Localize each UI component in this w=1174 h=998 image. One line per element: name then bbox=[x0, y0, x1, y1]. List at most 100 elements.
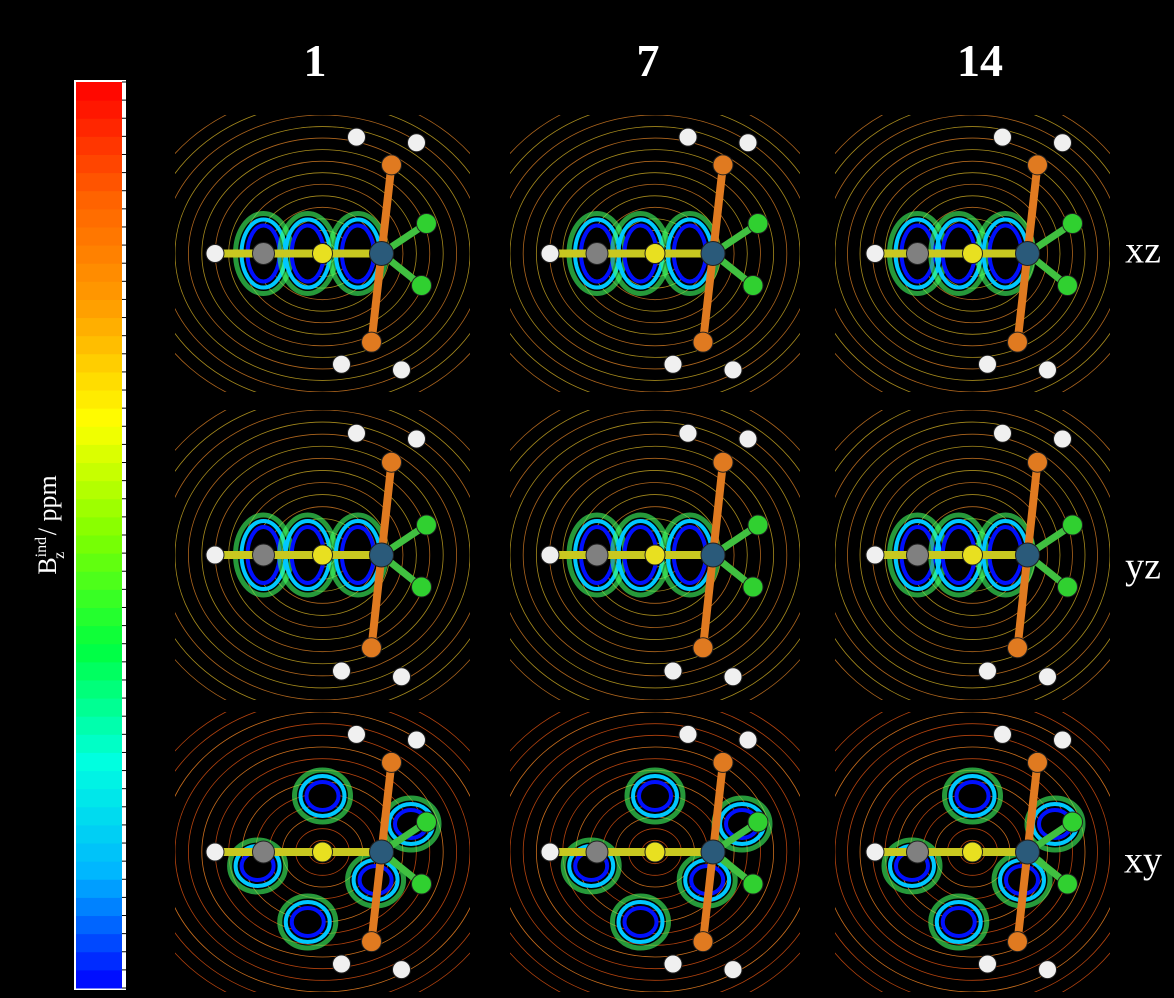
colorbar-tick-label: -18 bbox=[127, 583, 144, 595]
atom bbox=[1016, 543, 1040, 567]
colorbar-band bbox=[76, 897, 122, 916]
colorbar-tick-label: 4 bbox=[127, 185, 134, 197]
atom bbox=[370, 242, 394, 266]
colorbar-tick-label: -36 bbox=[127, 910, 144, 922]
atom bbox=[541, 546, 559, 564]
colorbar-tick-label: -8 bbox=[127, 402, 137, 414]
atom bbox=[333, 662, 351, 680]
colorbar-tick-label: -19 bbox=[127, 602, 144, 614]
colorbar-tick-label: 2 bbox=[127, 221, 133, 233]
colorbar-band bbox=[76, 444, 122, 463]
colorbar-tick-label: -23 bbox=[127, 674, 144, 686]
atom bbox=[408, 134, 426, 152]
atom bbox=[370, 543, 394, 567]
colorbar-band bbox=[76, 354, 122, 373]
colorbar-band bbox=[76, 752, 122, 771]
atom bbox=[1039, 668, 1057, 686]
atom bbox=[370, 840, 394, 864]
atom bbox=[382, 452, 402, 472]
colorbar-band bbox=[76, 118, 122, 137]
row-label: xy bbox=[1124, 840, 1162, 882]
colorbar-tick-label: -39 bbox=[127, 964, 144, 976]
colorbar-tick-label: -2 bbox=[127, 293, 137, 305]
atom bbox=[1054, 731, 1072, 749]
colorbar-band bbox=[76, 879, 122, 898]
colorbar-tick-label: -26 bbox=[127, 728, 144, 740]
atom bbox=[348, 128, 366, 146]
atom bbox=[412, 276, 432, 296]
colorbar-tick-label: -4 bbox=[127, 330, 138, 342]
row-label: yz bbox=[1125, 546, 1161, 588]
colorbar-band bbox=[76, 154, 122, 173]
colorbar-band bbox=[76, 82, 122, 101]
colorbar-tick-label: 3 bbox=[127, 203, 133, 215]
field-blob bbox=[625, 908, 657, 936]
field-blob bbox=[943, 908, 975, 936]
atom bbox=[253, 544, 275, 566]
atom bbox=[743, 577, 763, 597]
colorbar-tick-label: -35 bbox=[127, 891, 144, 903]
atom bbox=[743, 276, 763, 296]
colorbar-tick-label: 9 bbox=[127, 94, 133, 106]
colorbar-tick-label: -13 bbox=[127, 493, 144, 505]
colorbar-band bbox=[76, 100, 122, 119]
colorbar-tick-label: -10 bbox=[127, 438, 144, 450]
atom bbox=[645, 842, 665, 862]
atom bbox=[724, 361, 742, 379]
atom bbox=[412, 577, 432, 597]
atom bbox=[693, 932, 713, 952]
atom bbox=[1039, 961, 1057, 979]
atom bbox=[693, 638, 713, 658]
colorbar-tick-label: -12 bbox=[127, 475, 144, 487]
atom bbox=[362, 638, 382, 658]
figure: 109876543210-1-2-3-4-5-6-7-8-9-10-11-12-… bbox=[0, 0, 1174, 998]
colorbar-band bbox=[76, 952, 122, 971]
atom bbox=[713, 452, 733, 472]
atom bbox=[994, 424, 1012, 442]
colorbar-band bbox=[76, 644, 122, 663]
colorbar-tick-label: -32 bbox=[127, 837, 144, 849]
atom bbox=[963, 545, 983, 565]
colorbar-tick-label: -14 bbox=[127, 511, 144, 523]
atom bbox=[417, 812, 437, 832]
colorbar-tick-label: -3 bbox=[127, 312, 137, 324]
colorbar-band bbox=[76, 807, 122, 826]
atom bbox=[739, 134, 757, 152]
label-sub: z bbox=[51, 552, 68, 559]
colorbar-tick-label: -1 bbox=[127, 275, 137, 287]
atom bbox=[1008, 932, 1028, 952]
colorbar-band bbox=[76, 299, 122, 318]
colorbar-band bbox=[76, 970, 122, 989]
colorbar-tick-label: -38 bbox=[127, 946, 144, 958]
atom bbox=[1039, 361, 1057, 379]
colorbar-band bbox=[76, 281, 122, 300]
colorbar-tick-label: -24 bbox=[127, 692, 144, 704]
colorbar-band bbox=[76, 553, 122, 572]
colorbar-band bbox=[76, 662, 122, 681]
atom bbox=[393, 961, 411, 979]
colorbar-band bbox=[76, 517, 122, 536]
atom bbox=[907, 544, 929, 566]
colorbar-tick-label: 6 bbox=[127, 149, 133, 161]
field-blob bbox=[307, 782, 339, 810]
colorbar-tick-label: -28 bbox=[127, 765, 144, 777]
atom bbox=[979, 662, 997, 680]
atom bbox=[408, 430, 426, 448]
colorbar-band bbox=[76, 372, 122, 391]
atom bbox=[1063, 812, 1083, 832]
colorbar-band bbox=[76, 698, 122, 717]
atom bbox=[963, 842, 983, 862]
field-blob bbox=[292, 908, 324, 936]
atom bbox=[1016, 840, 1040, 864]
colorbar-band bbox=[76, 680, 122, 699]
column-label: 14 bbox=[957, 35, 1003, 86]
atom bbox=[586, 544, 608, 566]
colorbar-band bbox=[76, 408, 122, 427]
colorbar-band bbox=[76, 825, 122, 844]
row-label: xz bbox=[1125, 230, 1161, 272]
atom bbox=[679, 725, 697, 743]
atom bbox=[313, 244, 333, 264]
colorbar-band bbox=[76, 336, 122, 355]
colorbar-tick-label: -34 bbox=[127, 873, 144, 885]
atom bbox=[1016, 242, 1040, 266]
